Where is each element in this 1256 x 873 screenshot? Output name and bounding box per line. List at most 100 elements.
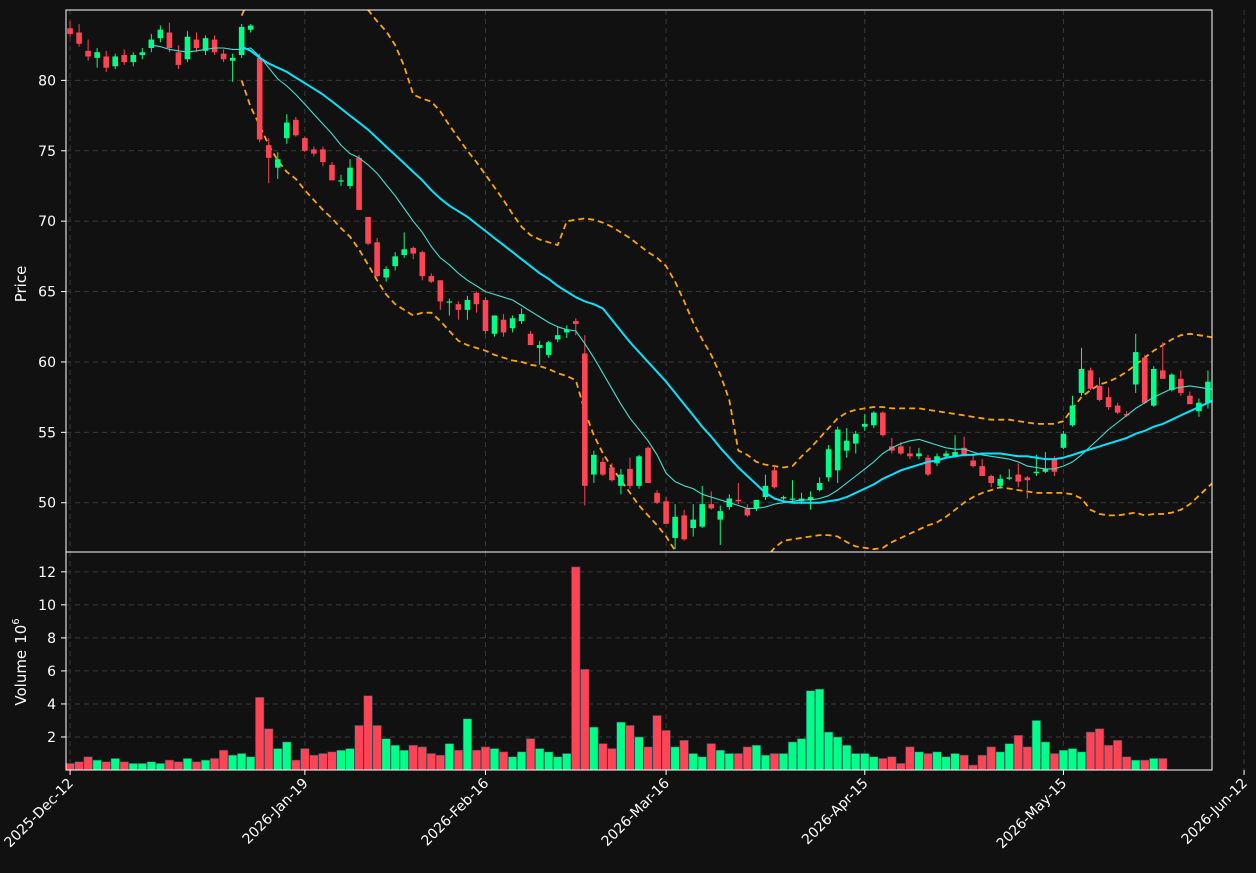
volume-bar bbox=[553, 756, 563, 771]
candle-body bbox=[1033, 471, 1040, 474]
candle bbox=[699, 485, 706, 529]
candle-body bbox=[663, 501, 669, 524]
candle-body bbox=[861, 423, 868, 427]
volume-bar bbox=[751, 744, 761, 771]
candle bbox=[338, 174, 344, 186]
candle-body bbox=[925, 457, 931, 475]
volume-bar bbox=[851, 753, 861, 771]
volume-bar bbox=[905, 746, 915, 771]
volume-bar bbox=[119, 761, 129, 771]
candle bbox=[473, 291, 480, 313]
volume-axis-multiplier: 10 bbox=[12, 625, 30, 644]
candle-body bbox=[699, 504, 706, 527]
candle-body bbox=[247, 25, 254, 30]
volume-bar bbox=[544, 751, 554, 771]
candle-body bbox=[997, 478, 1004, 486]
candle-body bbox=[509, 318, 516, 329]
candle bbox=[852, 430, 859, 454]
candle bbox=[1132, 333, 1139, 393]
volume-bar bbox=[878, 758, 888, 771]
candle bbox=[771, 466, 778, 489]
price-ytick-label: 80 bbox=[38, 73, 56, 89]
candle bbox=[690, 504, 696, 537]
candle-body bbox=[518, 314, 525, 322]
candle-body bbox=[1042, 468, 1049, 472]
volume-bar bbox=[228, 754, 238, 771]
candle bbox=[410, 246, 417, 260]
volume-bar bbox=[489, 748, 500, 771]
candle bbox=[898, 442, 904, 455]
candle-body bbox=[1069, 405, 1076, 426]
candle-body bbox=[365, 216, 371, 244]
volume-bar bbox=[742, 746, 752, 771]
candle bbox=[130, 52, 137, 67]
price-panel: 50 55 60 65 70 75 80 bbox=[38, 9, 1245, 553]
volume-bar bbox=[824, 731, 834, 771]
candle bbox=[1042, 452, 1049, 474]
candle-body bbox=[609, 467, 615, 481]
candle-body bbox=[1159, 370, 1166, 379]
candle bbox=[961, 436, 967, 457]
candle-body bbox=[157, 29, 164, 39]
volume-ytick-label: 10 bbox=[38, 598, 56, 614]
volume-bar bbox=[110, 758, 120, 771]
candle bbox=[663, 497, 669, 524]
candle-body bbox=[654, 492, 660, 503]
volume-bar bbox=[517, 751, 527, 771]
candle-body bbox=[690, 519, 696, 529]
candle-body bbox=[789, 498, 796, 500]
candle-body bbox=[428, 276, 435, 282]
candle-body bbox=[329, 164, 335, 181]
volume-bar bbox=[146, 761, 156, 771]
volume-bar bbox=[1094, 728, 1105, 771]
volume-bar bbox=[155, 763, 165, 771]
candle bbox=[455, 301, 462, 320]
volume-bar bbox=[778, 753, 789, 771]
volume-bar bbox=[679, 739, 689, 771]
volume-bar bbox=[805, 690, 816, 771]
candle-body bbox=[419, 252, 426, 277]
volume-bar bbox=[887, 756, 897, 771]
candle-body bbox=[916, 453, 922, 457]
volume-axis-exponent: 6 bbox=[11, 618, 22, 624]
volume-bar bbox=[833, 736, 843, 771]
volume-bar bbox=[191, 761, 202, 771]
candle-body bbox=[979, 466, 985, 476]
candle-body bbox=[1060, 433, 1067, 448]
candle-body bbox=[1006, 477, 1013, 479]
candle-body bbox=[636, 456, 642, 486]
volume-bar bbox=[1040, 741, 1050, 771]
volume-bar bbox=[1013, 735, 1023, 771]
volume-bar bbox=[923, 753, 933, 771]
candle bbox=[383, 266, 389, 282]
volume-bar bbox=[246, 756, 256, 771]
candle-body bbox=[229, 57, 236, 61]
candle bbox=[708, 491, 715, 510]
candle bbox=[672, 504, 678, 550]
candle-body bbox=[284, 122, 290, 139]
candle bbox=[636, 454, 642, 489]
candle-body bbox=[211, 39, 218, 53]
candle-body bbox=[780, 497, 787, 499]
candle-body bbox=[961, 447, 967, 457]
candle-body bbox=[825, 449, 832, 478]
candle-body bbox=[807, 497, 814, 500]
volume-bar bbox=[300, 748, 310, 771]
volume-bar bbox=[182, 758, 193, 771]
volume-bar bbox=[760, 754, 771, 771]
volume-bar bbox=[435, 754, 445, 771]
candle-body bbox=[1015, 474, 1022, 482]
volume-bar bbox=[869, 756, 879, 771]
volume-bar bbox=[444, 743, 454, 771]
candle bbox=[365, 216, 371, 246]
candle bbox=[545, 340, 552, 358]
volume-bar bbox=[336, 749, 346, 771]
candle bbox=[1105, 387, 1112, 410]
volume-bar bbox=[706, 743, 716, 771]
candle bbox=[925, 454, 931, 476]
candle-body bbox=[401, 249, 408, 255]
volume-bar bbox=[462, 718, 473, 771]
candle bbox=[554, 326, 561, 343]
candle-body bbox=[76, 32, 82, 44]
candle bbox=[67, 21, 73, 37]
